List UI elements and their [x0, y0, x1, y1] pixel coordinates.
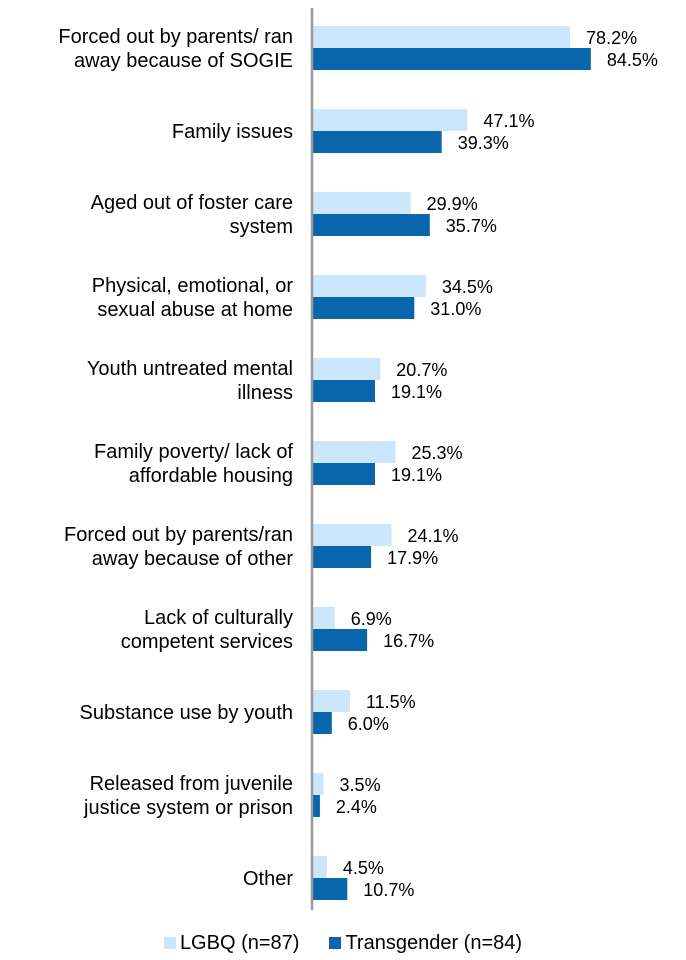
value-label-transgender: 84.5%: [607, 50, 658, 70]
category-group: Substance use by youth 11.5%6.0%: [80, 690, 416, 734]
bar-chart-svg: Forced out by parents/ ran away because o…: [58, 8, 658, 910]
category-group: Forced out by parents/ ran away because o…: [58, 26, 658, 72]
bar-lgbq: [312, 856, 327, 878]
bar-lgbq: [312, 524, 392, 546]
value-label-transgender: 19.1%: [391, 382, 442, 402]
category-label: Released from juvenile justice system or …: [83, 773, 293, 819]
value-label-transgender: 17.9%: [387, 548, 438, 568]
value-label-lgbq: 78.2%: [586, 28, 637, 48]
category-group: Family poverty/ lack of affordable housin…: [94, 441, 463, 487]
legend-label-transgender: Transgender (n=84): [345, 931, 523, 954]
legend-item-transgender: Transgender (n=84): [329, 932, 522, 955]
bar-transgender: [312, 214, 430, 236]
category-label: Family poverty/ lack of affordable housin…: [94, 441, 293, 487]
value-label-transgender: 2.4%: [336, 797, 377, 817]
bar-lgbq: [312, 275, 426, 297]
bar-transgender: [312, 629, 368, 651]
bar-transgender: [312, 48, 591, 70]
bar-lgbq: [312, 607, 335, 629]
category-label: Lack of culturally competent services: [121, 607, 293, 653]
value-label-transgender: 16.7%: [383, 631, 434, 651]
category-group: Lack of culturally competent services 6.9%…: [121, 607, 434, 653]
value-label-lgbq: 3.5%: [340, 775, 381, 795]
value-label-transgender: 6.0%: [348, 714, 389, 734]
category-label: Family issues: [172, 121, 293, 143]
bar-transgender: [312, 712, 332, 734]
bar-lgbq: [312, 26, 571, 48]
category-group: Aged out of foster care system 29.9%35.7%: [91, 192, 497, 238]
category-group: Released from juvenile justice system or …: [83, 773, 381, 819]
category-label: Forced out by parents/ ran away because o…: [58, 26, 293, 72]
legend-label-lgbq: LGBQ (n=87): [179, 931, 300, 954]
value-label-transgender: 35.7%: [446, 216, 497, 236]
bar-transgender: [312, 380, 376, 402]
bar-lgbq: [312, 773, 324, 795]
legend-swatch-lgbq: [163, 937, 176, 949]
category-group: Youth untreated mental illness 20.7%19.1%: [87, 358, 447, 404]
value-label-lgbq: 11.5%: [366, 692, 416, 712]
value-label-lgbq: 47.1%: [483, 111, 534, 131]
value-label-lgbq: 4.5%: [343, 858, 384, 878]
category-label: Physical, emotional, or sexual abuse at h…: [92, 275, 294, 321]
bar-lgbq: [312, 690, 350, 712]
value-label-transgender: 31.0%: [430, 299, 481, 319]
bar-lgbq: [312, 192, 411, 214]
legend-swatch-transgender: [329, 937, 342, 949]
value-label-lgbq: 29.9%: [427, 194, 478, 214]
category-group: Other 4.5%10.7%: [243, 856, 414, 900]
category-group: Family issues 47.1%39.3%: [172, 109, 534, 153]
category-label: Youth untreated mental illness: [87, 358, 293, 404]
category-label: Forced out by parents/ran away because of…: [64, 524, 293, 570]
value-label-lgbq: 25.3%: [411, 443, 462, 463]
bar-lgbq: [312, 109, 468, 131]
category-label: Other: [243, 868, 293, 890]
legend-item-lgbq: LGBQ (n=87): [163, 931, 300, 955]
value-label-lgbq: 24.1%: [408, 526, 459, 546]
category-group: Forced out by parents/ran away because of…: [64, 524, 459, 570]
bar-transgender: [312, 878, 348, 900]
bar-transgender: [312, 795, 320, 817]
bar-lgbq: [312, 358, 381, 380]
value-label-transgender: 39.3%: [458, 133, 509, 153]
category-label: Substance use by youth: [80, 702, 293, 724]
bar-transgender: [312, 297, 415, 319]
legend: LGBQ (n=87) Transgender (n=84): [0, 928, 686, 958]
category-label: Aged out of foster care system: [91, 192, 293, 238]
bar-transgender: [312, 463, 376, 485]
bar-transgender: [312, 131, 442, 153]
value-label-lgbq: 34.5%: [442, 277, 493, 297]
value-label-lgbq: 20.7%: [396, 360, 447, 380]
value-label-transgender: 10.7%: [363, 880, 414, 900]
value-label-lgbq: 6.9%: [351, 609, 392, 629]
bar-lgbq: [312, 441, 396, 463]
value-label-transgender: 19.1%: [391, 465, 442, 485]
bar-transgender: [312, 546, 372, 568]
category-group: Physical, emotional, or sexual abuse at h…: [92, 275, 493, 321]
